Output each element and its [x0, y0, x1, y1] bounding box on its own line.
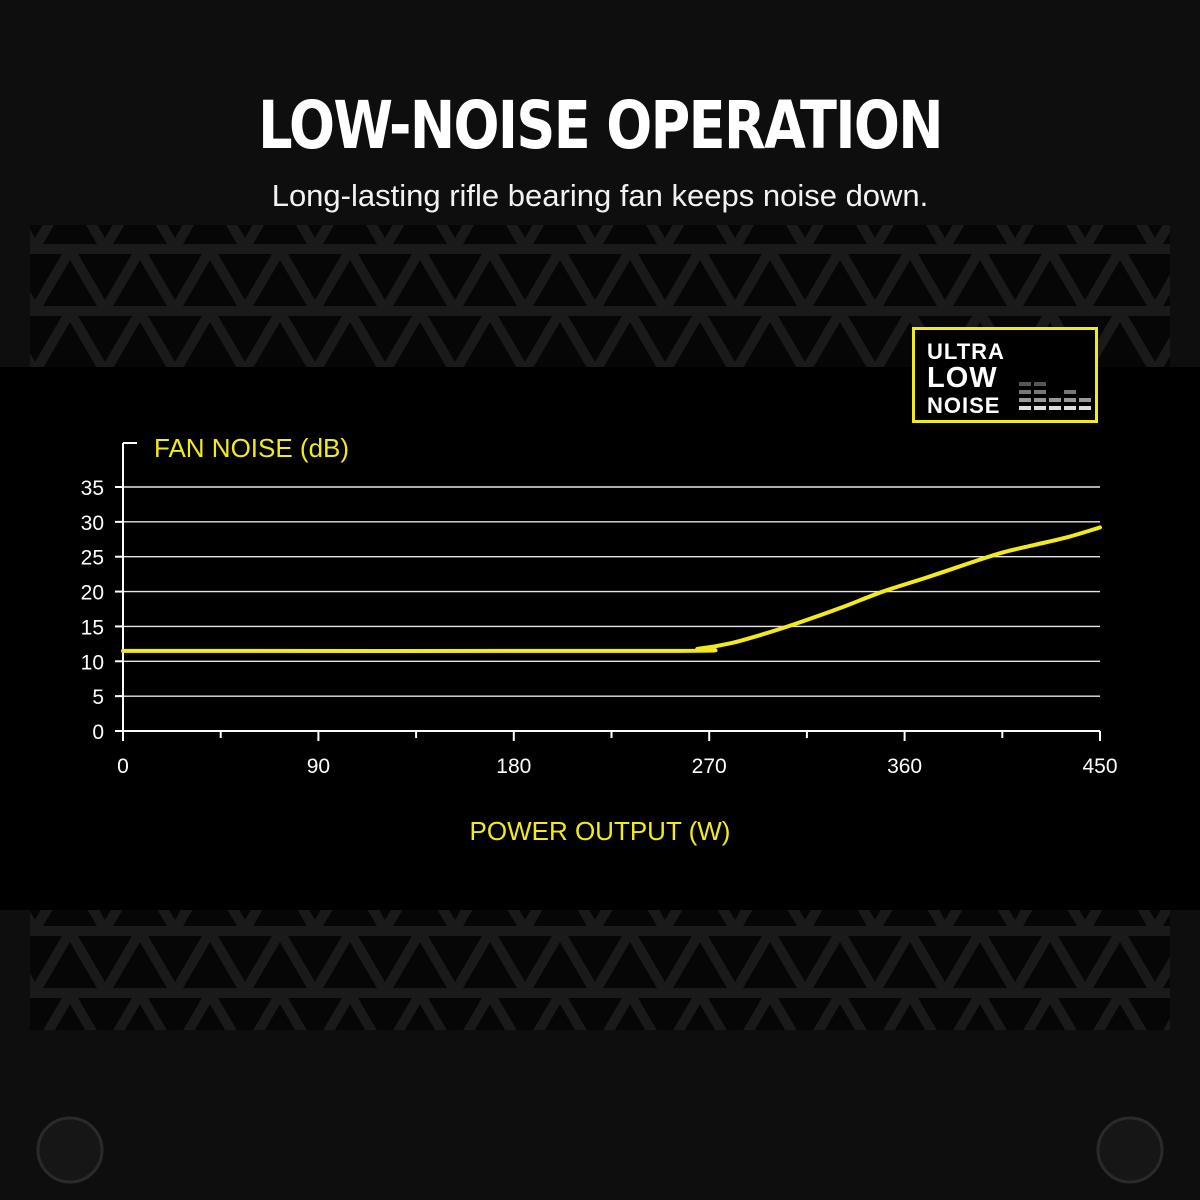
y-tick-label-15: 15 — [81, 616, 104, 639]
y-tick-label-10: 10 — [81, 651, 104, 674]
chart-panel — [0, 367, 1200, 910]
sound-meter-icon — [1019, 382, 1091, 410]
x-tick-label-0: 0 — [117, 755, 129, 778]
page-subtitle: Long-lasting rifle bearing fan keeps noi… — [271, 178, 929, 213]
x-tick-label-180: 180 — [496, 755, 531, 778]
page-title: LOW-NOISE OPERATION — [258, 87, 943, 164]
y-tick-label-25: 25 — [81, 547, 104, 570]
badge-line-2: LOW — [927, 362, 998, 394]
y-tick-label-35: 35 — [81, 477, 104, 500]
x-axis-label: POWER OUTPUT (W) — [470, 816, 731, 846]
ultra-low-noise-badge: ULTRA LOW NOISE — [912, 327, 1098, 423]
badge-line-3: NOISE — [927, 393, 1001, 418]
y-axis-label: FAN NOISE (dB) — [154, 433, 349, 463]
x-tick-label-90: 90 — [307, 755, 330, 778]
y-tick-label-20: 20 — [81, 582, 104, 605]
y-tick-label-0: 0 — [92, 721, 104, 744]
x-tick-label-270: 270 — [692, 755, 727, 778]
badge-line-1: ULTRA — [927, 339, 1005, 364]
y-tick-label-30: 30 — [81, 512, 104, 535]
x-tick-label-360: 360 — [887, 755, 922, 778]
series-line-0 — [121, 525, 1102, 653]
x-tick-label-450: 450 — [1082, 755, 1117, 778]
y-tick-label-5: 5 — [92, 686, 104, 709]
